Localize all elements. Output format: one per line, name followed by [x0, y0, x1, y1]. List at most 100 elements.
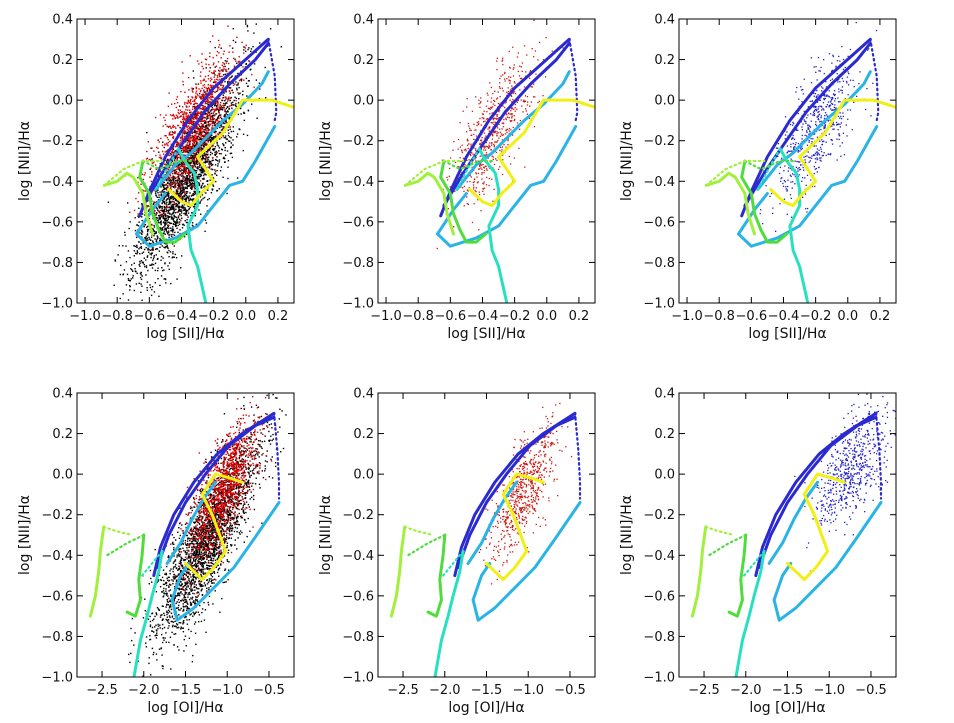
point-all-galaxies: [192, 135, 194, 137]
point-all-galaxies: [209, 154, 212, 156]
point-all-galaxies: [217, 108, 219, 111]
point-all-galaxies: [129, 279, 131, 282]
point-red-subset: [528, 117, 531, 120]
point-red-subset: [510, 107, 513, 109]
point-red-galaxies: [199, 129, 201, 132]
point-red-subset: [491, 138, 494, 140]
point-all-galaxies: [153, 291, 156, 293]
point-all-galaxies: [209, 149, 211, 151]
point-red-galaxies: [174, 169, 176, 171]
point-blue-subset: [795, 129, 798, 131]
point-red-subset: [494, 141, 496, 143]
point-all-galaxies: [196, 137, 199, 139]
point-all-galaxies: [172, 233, 174, 236]
point-red-subset: [458, 166, 460, 168]
point-red-galaxies: [188, 158, 190, 160]
point-red-galaxies: [133, 209, 136, 212]
point-all-galaxies: [127, 299, 130, 301]
point-red-subset: [479, 139, 482, 141]
point-all-galaxies: [168, 206, 170, 208]
point-all-galaxies: [183, 183, 185, 185]
point-red-subset: [475, 173, 478, 175]
point-red-subset: [462, 110, 464, 112]
point-blue-subset: [820, 115, 822, 117]
point-all-galaxies: [227, 110, 229, 112]
point-all-galaxies: [165, 209, 167, 211]
point-blue-subset: [809, 126, 812, 128]
point-blue-subset: [842, 132, 845, 134]
point-red-galaxies: [206, 159, 208, 161]
point-all-galaxies: [227, 68, 230, 70]
x-tick-label: −0.8: [402, 309, 434, 324]
point-all-galaxies: [170, 230, 172, 232]
point-red-galaxies: [210, 96, 213, 99]
point-all-galaxies: [152, 263, 155, 266]
point-all-galaxies: [224, 157, 226, 160]
point-all-galaxies: [199, 201, 201, 203]
point-all-galaxies: [224, 103, 227, 105]
point-red-galaxies: [205, 129, 207, 131]
axes-frame: [377, 18, 596, 304]
point-red-galaxies: [196, 127, 198, 129]
point-all-galaxies: [218, 150, 220, 152]
point-all-galaxies: [161, 213, 163, 216]
point-all-galaxies: [182, 151, 184, 153]
point-red-galaxies: [189, 127, 191, 129]
point-all-galaxies: [201, 167, 203, 170]
point-red-subset: [494, 130, 496, 132]
point-red-galaxies: [189, 137, 191, 140]
point-all-galaxies: [214, 136, 216, 138]
point-red-galaxies: [195, 134, 197, 136]
point-all-galaxies: [214, 164, 217, 166]
point-red-galaxies: [195, 115, 198, 117]
point-all-galaxies: [167, 225, 170, 228]
point-all-galaxies: [155, 194, 157, 196]
point-red-subset: [511, 117, 513, 119]
point-all-galaxies: [203, 169, 205, 171]
point-red-galaxies: [212, 57, 214, 59]
point-red-subset: [505, 129, 507, 132]
point-all-galaxies: [172, 231, 174, 233]
point-red-galaxies: [221, 75, 223, 78]
point-red-subset: [483, 187, 486, 189]
point-red-subset: [496, 135, 498, 137]
point-blue-subset: [841, 92, 843, 94]
point-blue-subset: [801, 177, 804, 179]
point-all-galaxies: [155, 240, 157, 242]
point-all-galaxies: [192, 174, 194, 176]
point-red-galaxies: [163, 214, 165, 217]
point-red-subset: [496, 131, 498, 133]
point-blue-subset: [849, 79, 852, 81]
point-all-galaxies: [187, 205, 190, 208]
point-all-galaxies: [139, 262, 141, 264]
point-red-subset: [465, 150, 467, 152]
point-red-galaxies: [167, 138, 169, 141]
point-all-galaxies: [195, 142, 198, 144]
point-red-galaxies: [207, 141, 209, 143]
point-red-subset: [446, 176, 448, 179]
point-all-galaxies: [193, 191, 196, 194]
point-all-galaxies: [205, 122, 207, 124]
point-red-galaxies: [189, 147, 191, 150]
point-red-galaxies: [185, 169, 187, 171]
point-red-subset: [493, 132, 495, 134]
point-all-galaxies: [129, 221, 131, 223]
point-blue-subset: [815, 96, 817, 98]
point-all-galaxies: [141, 285, 143, 287]
point-all-galaxies: [167, 181, 169, 184]
point-all-galaxies: [194, 166, 197, 168]
point-red-galaxies: [183, 163, 185, 165]
point-red-galaxies: [172, 118, 174, 120]
point-blue-subset: [802, 196, 804, 198]
point-blue-subset: [833, 128, 835, 130]
point-red-galaxies: [154, 116, 157, 119]
point-all-galaxies: [206, 160, 208, 162]
point-red-galaxies: [182, 80, 184, 83]
point-all-galaxies: [193, 77, 195, 79]
point-all-galaxies: [180, 172, 183, 174]
point-red-galaxies: [202, 93, 204, 95]
point-red-subset: [504, 106, 506, 109]
point-red-galaxies: [154, 210, 156, 212]
point-red-galaxies: [198, 136, 201, 139]
point-all-galaxies: [163, 146, 165, 149]
